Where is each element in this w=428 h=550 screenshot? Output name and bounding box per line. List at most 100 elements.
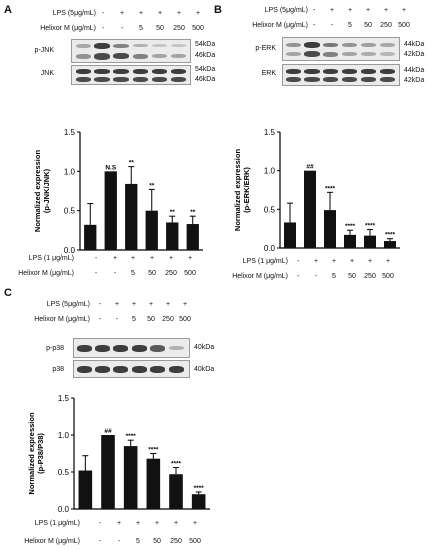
condition-mark: 500 — [382, 273, 394, 280]
significance-label: N.S — [105, 164, 117, 171]
condition-mark: 50 — [148, 270, 156, 277]
condition-mark: + — [313, 258, 319, 265]
blot-image-p-p38 — [73, 338, 190, 358]
kda-label: 42kDa — [404, 77, 425, 84]
band — [361, 52, 376, 56]
condition-mark: + — [329, 7, 335, 14]
band — [113, 53, 129, 59]
condition-mark: + — [195, 10, 201, 17]
blot-image-erk — [282, 64, 400, 86]
blot-label-p38: p38 — [52, 366, 64, 373]
condition-mark: + — [331, 258, 337, 265]
condition-mark: 50 — [364, 22, 372, 29]
condition-mark: + — [138, 10, 144, 17]
band — [342, 43, 357, 47]
band — [286, 52, 301, 56]
condition-mark: - — [98, 301, 102, 308]
condition-label: LPS (1 μg/mL) — [242, 258, 288, 265]
condition-label: Helixor M (μg/mL) — [40, 25, 96, 32]
y-tick-label: 1.5 — [64, 128, 76, 137]
condition-mark: + — [367, 258, 373, 265]
band — [286, 69, 301, 74]
significance-label: ## — [306, 164, 314, 171]
y-tick-label: 0.0 — [64, 246, 76, 255]
condition-label: LPS (5μg/mL) — [264, 7, 308, 14]
condition-mark: + — [114, 301, 120, 308]
condition-mark: 5 — [139, 25, 143, 32]
band — [342, 69, 357, 74]
band — [95, 345, 110, 352]
condition-mark: - — [296, 258, 300, 265]
bar — [104, 171, 117, 250]
condition-mark: - — [98, 520, 102, 527]
band — [152, 69, 167, 74]
band — [133, 77, 148, 82]
bar — [364, 235, 376, 248]
condition-mark: + — [116, 520, 122, 527]
kda-label: 54kDa — [195, 41, 216, 48]
band — [361, 77, 376, 82]
band — [304, 51, 320, 57]
condition-mark: + — [149, 255, 155, 262]
band — [94, 43, 110, 49]
condition-mark: 50 — [153, 538, 161, 545]
significance-label: ** — [170, 209, 176, 216]
condition-mark: - — [94, 270, 98, 277]
condition-label: Helixor M (μg/mL) — [232, 273, 288, 280]
band — [380, 52, 395, 56]
condition-mark: - — [330, 22, 334, 29]
condition-mark: + — [119, 10, 125, 17]
y-axis-label: Normalized expression (p-ERK/ERK) — [233, 149, 251, 232]
condition-mark: + — [168, 255, 174, 262]
significance-label: ** — [129, 160, 135, 167]
band — [152, 54, 167, 58]
blot-image-jnk — [71, 65, 191, 85]
y-tick-label: 1.5 — [58, 394, 70, 403]
significance-label: **** — [148, 447, 159, 454]
bar — [166, 222, 179, 250]
bar — [145, 210, 158, 250]
condition-mark: + — [347, 7, 353, 14]
condition-mark: 500 — [179, 316, 191, 323]
panel-letter-a: A — [4, 4, 12, 16]
condition-mark: 500 — [192, 25, 204, 32]
condition-label: Helixor M (μg/mL) — [24, 538, 80, 545]
y-axis-label: Normalized expression (p-P38/P38) — [27, 412, 45, 495]
band — [150, 345, 165, 352]
y-tick-label: 1.5 — [264, 128, 276, 137]
condition-mark: - — [115, 316, 119, 323]
condition-label: Helixor M (μg/mL) — [18, 270, 74, 277]
band — [76, 77, 91, 82]
bar — [101, 435, 115, 509]
band — [133, 69, 148, 74]
kda-label: 40kDa — [194, 344, 215, 351]
band — [323, 77, 338, 82]
condition-mark: + — [112, 255, 118, 262]
condition-mark: 5 — [131, 270, 135, 277]
condition-mark: + — [385, 258, 391, 265]
condition-label: LPS (1 μg/mL) — [34, 520, 80, 527]
significance-label: **** — [194, 485, 205, 492]
condition-mark: 5 — [136, 538, 140, 545]
band — [171, 54, 186, 58]
blot-label-p-erk: p-ERK — [255, 45, 276, 52]
band — [113, 366, 128, 373]
band — [342, 52, 357, 56]
bar — [125, 183, 138, 250]
kda-label: 46kDa — [195, 76, 216, 83]
band — [76, 54, 91, 59]
condition-mark: + — [157, 10, 163, 17]
condition-mark: 500 — [398, 22, 410, 29]
band — [94, 53, 110, 60]
band — [113, 77, 129, 82]
blot-image-p-erk — [282, 37, 400, 61]
band — [304, 69, 320, 74]
band — [171, 69, 186, 74]
band — [113, 44, 129, 48]
condition-mark: - — [98, 538, 102, 545]
significance-label: **** — [171, 461, 182, 468]
condition-mark: 500 — [189, 538, 201, 545]
band — [169, 346, 184, 350]
y-tick-label: 0.5 — [264, 205, 276, 214]
condition-mark: - — [101, 10, 105, 17]
